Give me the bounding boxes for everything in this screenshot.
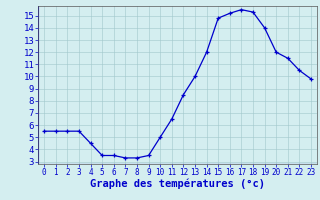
X-axis label: Graphe des températures (°c): Graphe des températures (°c) <box>90 179 265 189</box>
